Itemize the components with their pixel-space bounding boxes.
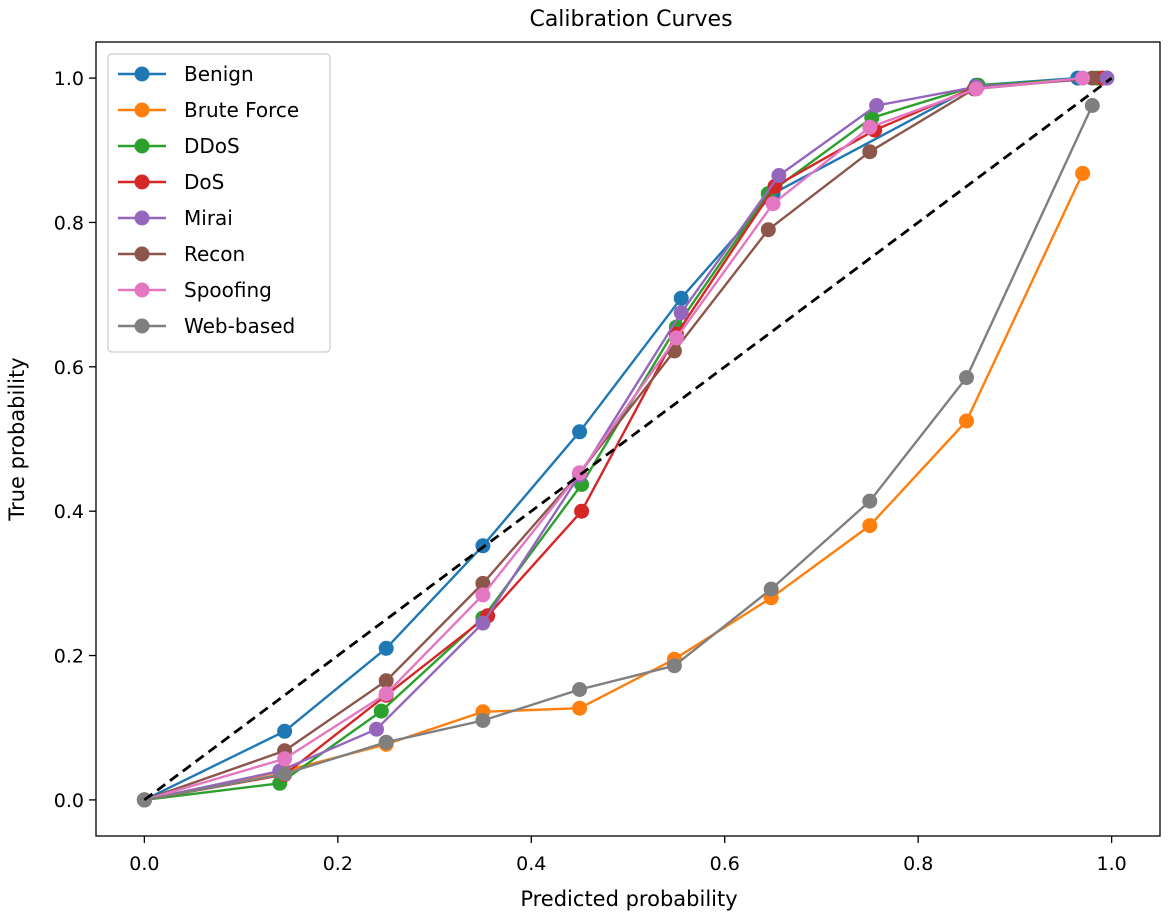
legend-label: Benign bbox=[184, 62, 254, 86]
series-point bbox=[369, 721, 384, 737]
axes: 0.0 0.2 0.4 0.6 0.8 1.0 0.0 0.2 0.4 0.6 0.8 1.0 bbox=[54, 68, 1127, 875]
series-line bbox=[144, 104, 1094, 802]
series-point bbox=[378, 673, 394, 689]
series-line bbox=[144, 76, 1093, 802]
legend-label: DDoS bbox=[184, 134, 240, 158]
series-point bbox=[771, 168, 787, 183]
series-point bbox=[869, 98, 885, 113]
legend-marker bbox=[134, 174, 150, 190]
series-point bbox=[475, 587, 491, 603]
series-point bbox=[765, 196, 781, 212]
series-point bbox=[378, 640, 394, 656]
series-point bbox=[862, 144, 878, 160]
series-spoofing bbox=[136, 70, 1091, 808]
plot-frame bbox=[95, 41, 1161, 837]
legend-entry: Mirai bbox=[118, 206, 233, 230]
series-point bbox=[475, 713, 491, 728]
y-tick-label: 0.6 bbox=[54, 357, 84, 379]
series-point bbox=[277, 751, 293, 767]
series-point bbox=[959, 413, 974, 429]
x-tick-label: 0.2 bbox=[323, 853, 353, 875]
series-point bbox=[277, 766, 293, 782]
y-axis-label: True probability bbox=[5, 357, 29, 521]
x-tick-label: 0.4 bbox=[516, 853, 546, 875]
series-point bbox=[959, 370, 974, 386]
series-point bbox=[574, 503, 590, 519]
series-point bbox=[1099, 70, 1115, 86]
y-tick-label: 0.8 bbox=[54, 212, 84, 234]
y-tick-label: 0.4 bbox=[54, 501, 84, 523]
legend: Benign Brute Force DDoS DoS Mirai Recon Spoofi… bbox=[107, 53, 331, 353]
series-point bbox=[475, 575, 491, 591]
x-tick-label: 1.0 bbox=[1097, 853, 1127, 875]
series-line bbox=[144, 76, 1103, 802]
y-tick-label: 1.0 bbox=[54, 68, 84, 90]
legend-label: Spoofing bbox=[184, 278, 272, 302]
series-point bbox=[1075, 165, 1091, 181]
legend-entry: DoS bbox=[118, 170, 224, 194]
legend-marker bbox=[134, 318, 150, 334]
y-tick-label: 0.2 bbox=[54, 646, 84, 668]
legend-entry: Benign bbox=[118, 62, 254, 86]
series-point bbox=[572, 700, 588, 716]
series-point bbox=[862, 119, 878, 135]
series-point bbox=[862, 518, 878, 534]
legend-marker bbox=[134, 102, 150, 118]
series-point bbox=[862, 493, 878, 509]
x-axis-label: Predicted probability bbox=[520, 887, 737, 911]
series-point bbox=[666, 343, 682, 359]
series-point bbox=[763, 581, 779, 597]
legend-marker bbox=[134, 210, 150, 226]
series-point bbox=[673, 290, 689, 306]
x-tick-label: 0.6 bbox=[710, 853, 740, 875]
x-tick-label: 0.0 bbox=[129, 853, 159, 875]
legend-marker bbox=[134, 138, 150, 154]
series-line bbox=[144, 76, 1107, 802]
legend-entry: DDoS bbox=[118, 134, 240, 158]
series-point bbox=[760, 222, 776, 238]
legend-label: DoS bbox=[184, 170, 224, 194]
legend-marker bbox=[134, 282, 150, 298]
series-web-based bbox=[136, 98, 1100, 808]
legend-entry: Spoofing bbox=[118, 278, 272, 302]
series-point bbox=[572, 682, 588, 697]
legend-box bbox=[107, 53, 331, 353]
chart-title: Calibration Curves bbox=[529, 7, 732, 32]
legend-entry: Recon bbox=[118, 242, 245, 266]
plot-area bbox=[136, 70, 1115, 808]
series-point bbox=[373, 703, 389, 719]
legend-entry: Web-based bbox=[118, 314, 295, 338]
x-tick-label: 0.8 bbox=[903, 853, 933, 875]
legend-marker bbox=[134, 246, 150, 262]
series-point bbox=[666, 658, 682, 674]
legend-marker bbox=[134, 66, 150, 82]
legend-entry: Brute Force bbox=[118, 98, 299, 122]
series-point bbox=[572, 424, 588, 440]
legend-label: Web-based bbox=[184, 314, 295, 338]
y-tick-label: 0.0 bbox=[54, 790, 84, 812]
series-point bbox=[277, 723, 293, 739]
series-point bbox=[475, 615, 491, 631]
series-point bbox=[673, 305, 689, 321]
series-point bbox=[668, 330, 684, 346]
series-point bbox=[572, 465, 588, 481]
perfect-calibration-line bbox=[143, 76, 1113, 802]
series-point bbox=[378, 686, 394, 702]
legend-label: Recon bbox=[184, 242, 245, 266]
series-point bbox=[968, 81, 984, 97]
legend-label: Brute Force bbox=[184, 98, 299, 122]
series-line bbox=[144, 76, 1083, 802]
series-point bbox=[1084, 98, 1100, 113]
legend-label: Mirai bbox=[184, 206, 233, 230]
series-point bbox=[1075, 70, 1091, 86]
series-point bbox=[378, 734, 394, 750]
